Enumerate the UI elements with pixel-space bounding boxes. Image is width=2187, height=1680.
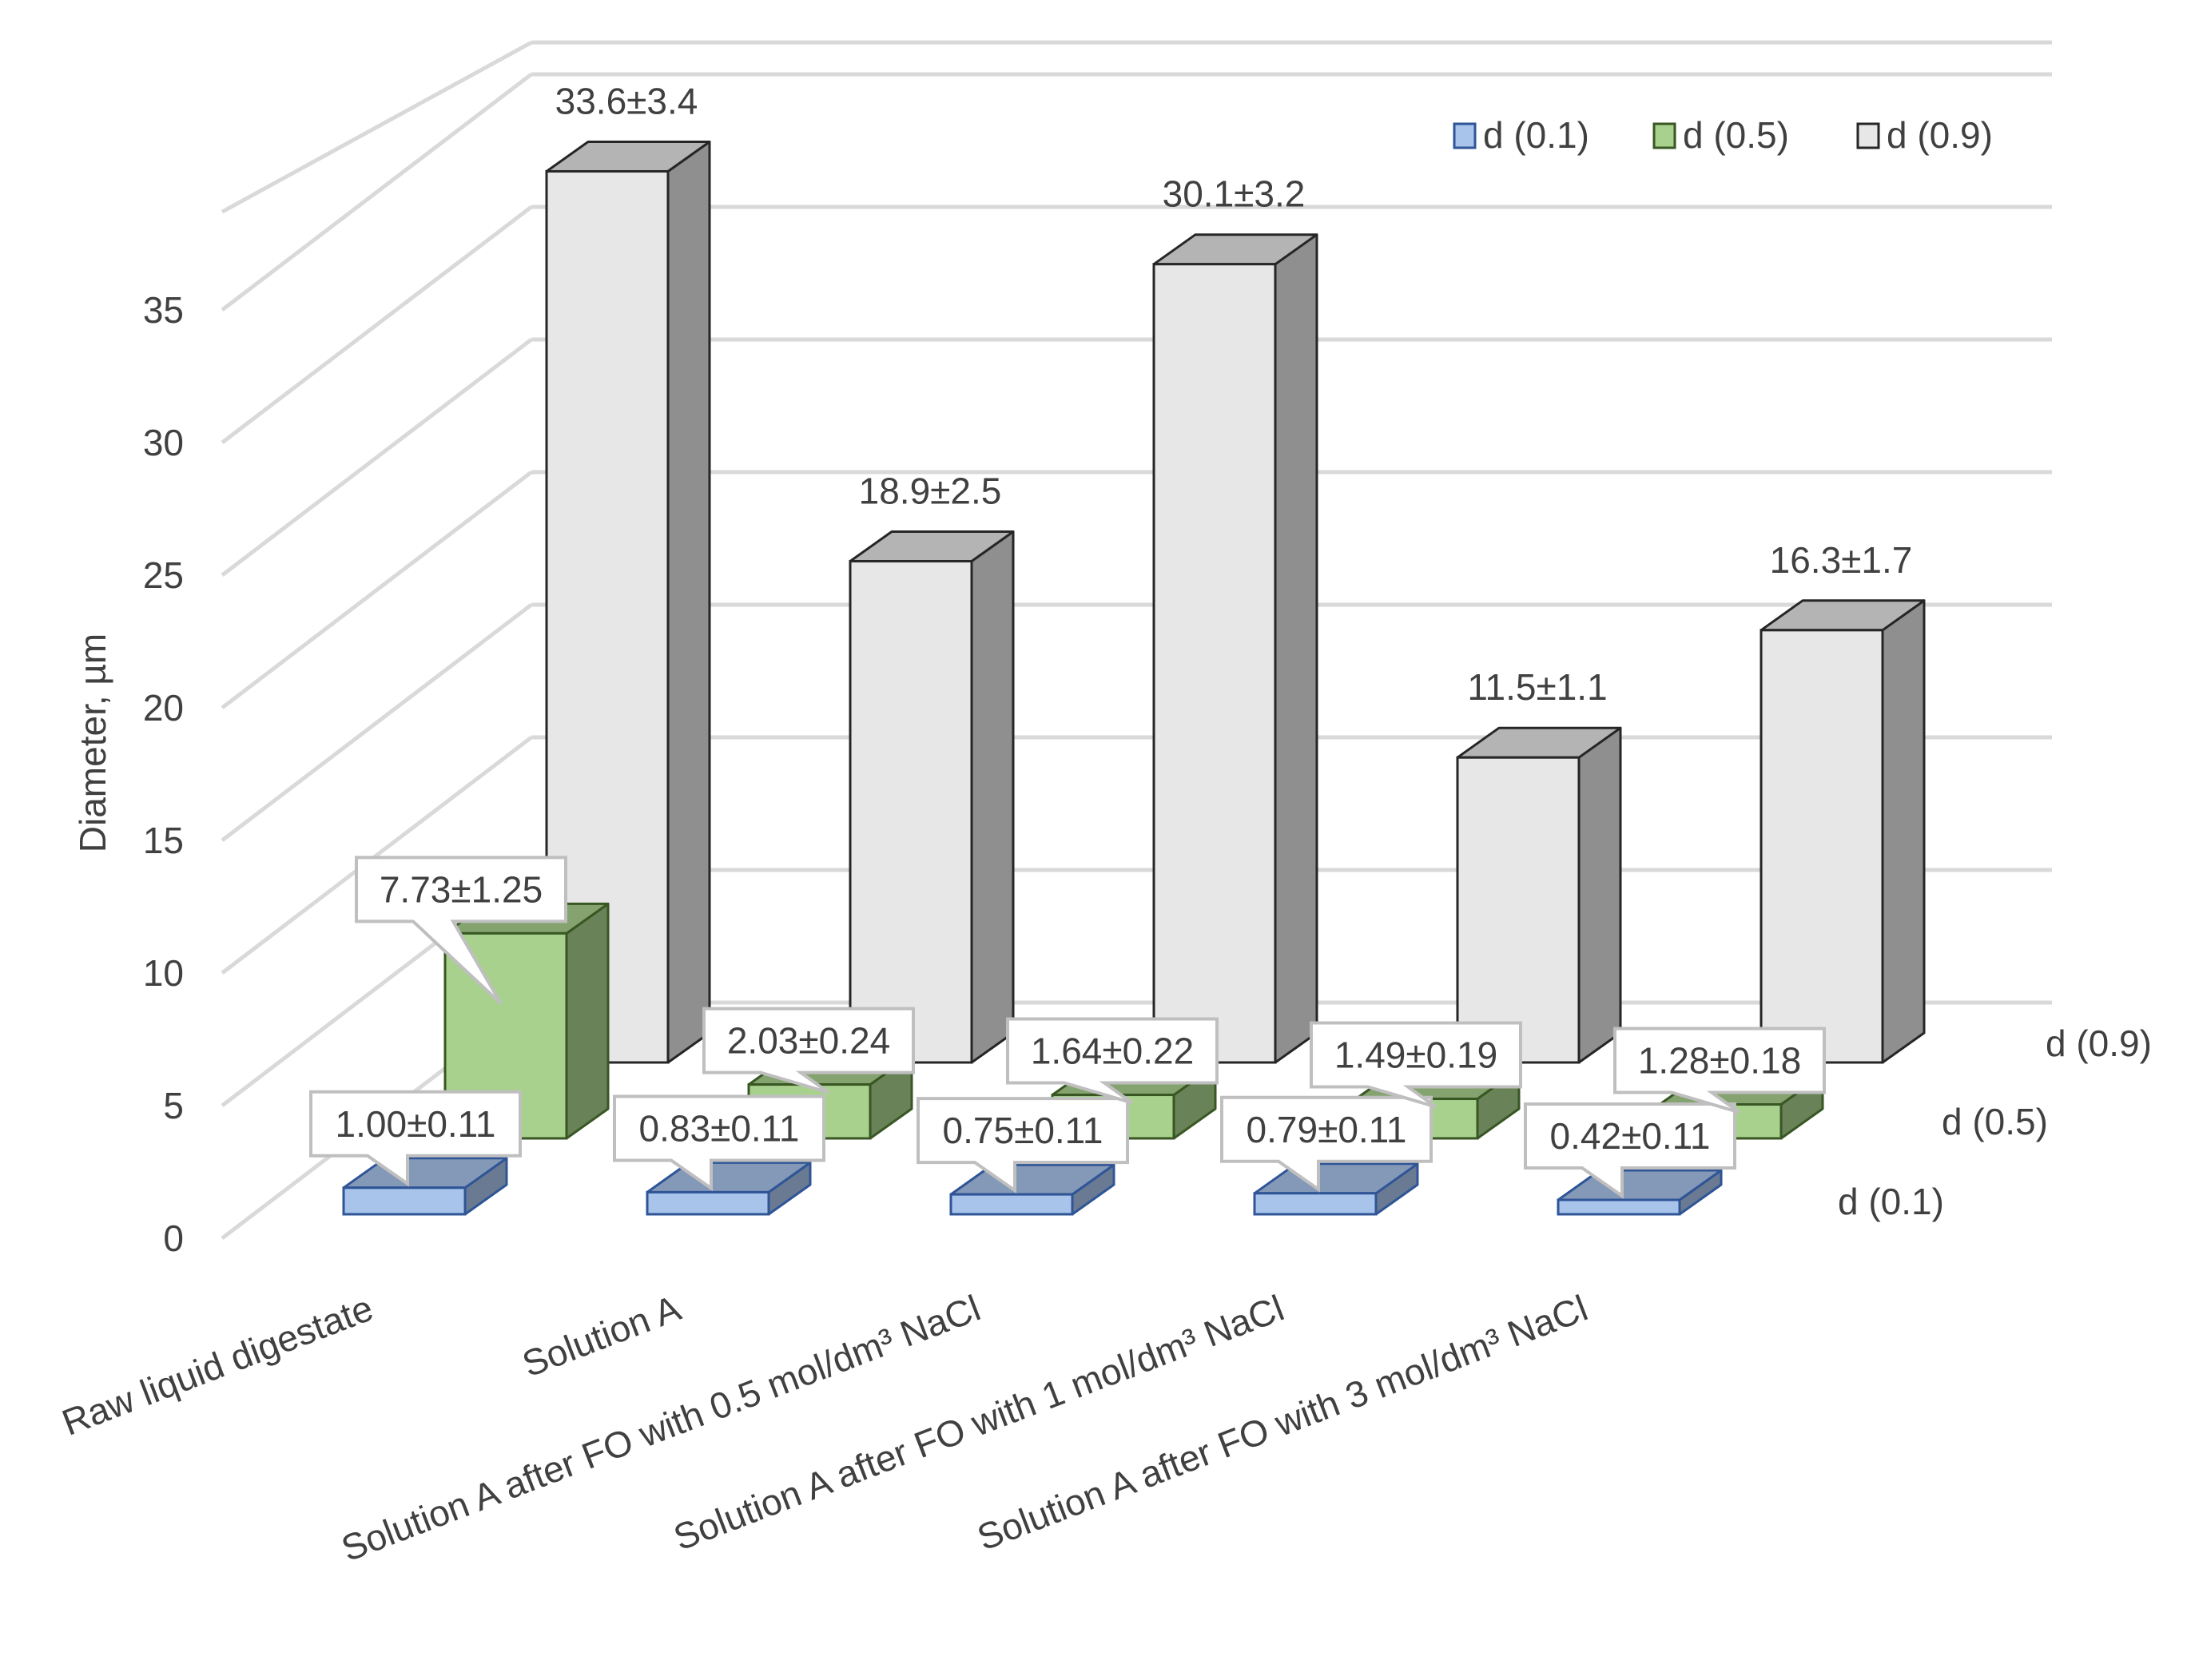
legend-item: d (0.5) (1652, 114, 1789, 156)
bars (342, 141, 1926, 1216)
data-label-text: 0.79±0.11 (1247, 1109, 1407, 1150)
data-label-callout: 2.03±0.24 (702, 1007, 915, 1094)
legend-item: d (0.9) (1856, 114, 1993, 156)
bar-front-face (1760, 629, 1884, 1064)
y-tick-label: 5 (163, 1085, 184, 1126)
legend: d (0.1) d (0.5) d (0.9) (1453, 114, 1993, 156)
bar-side-face (1274, 233, 1318, 1064)
series-depth-label: d (0.9) (2046, 1023, 2152, 1064)
y-tick-label: 30 (143, 422, 184, 463)
y-tick-label: 25 (143, 554, 184, 596)
y-tick-label: 15 (143, 820, 184, 861)
bar-front-face (1557, 1198, 1681, 1216)
legend-label: d (0.1) (1483, 114, 1589, 156)
legend-item: d (0.1) (1453, 114, 1589, 156)
y-tick-label: 0 (163, 1217, 184, 1259)
bar-0-2 (949, 1163, 1115, 1216)
y-tick-label: 10 (143, 952, 184, 994)
data-label: 16.3±1.7 (1770, 539, 1913, 581)
data-label-callout: 7.73±1.25 (355, 856, 567, 1005)
bar-side-face (666, 141, 711, 1064)
data-label-callout: 0.42±0.11 (1524, 1102, 1736, 1199)
data-label-callout: 0.79±0.11 (1220, 1095, 1433, 1193)
series-depth-label: d (0.1) (1838, 1181, 1944, 1222)
bar-front-face (646, 1190, 770, 1216)
data-label: 33.6±3.4 (555, 80, 698, 121)
y-axis-title: Diameter, µm (72, 633, 113, 852)
data-label-text: 0.83±0.11 (639, 1107, 800, 1149)
y-tick-label: 20 (143, 687, 184, 729)
bar-front-face (342, 1186, 467, 1216)
bar-front-face (849, 560, 973, 1064)
bar-side-face (970, 530, 1015, 1064)
data-label-text: 1.28±0.18 (1638, 1040, 1801, 1082)
data-label-callout: 0.75±0.11 (917, 1097, 1129, 1193)
data-label-callout: 1.64±0.22 (1006, 1017, 1219, 1105)
gridline-side (221, 736, 533, 975)
data-label-text: 1.64±0.22 (1031, 1031, 1194, 1072)
bar-2-4 (1760, 599, 1926, 1064)
bar-side-face (1881, 599, 1926, 1064)
bar-2-3 (1456, 726, 1622, 1064)
gridline-side (221, 471, 533, 709)
data-label: 18.9±2.5 (859, 471, 1002, 512)
legend-swatch (1453, 122, 1477, 149)
data-label-text: 0.42±0.11 (1550, 1115, 1711, 1157)
gridline-side (221, 338, 533, 577)
data-label-callout: 1.00±0.11 (309, 1090, 522, 1187)
bar-front-face (1253, 1192, 1378, 1216)
grid (221, 40, 2052, 1240)
series-depth-label: d (0.5) (1942, 1101, 2048, 1142)
data-label-callout: 1.49±0.19 (1310, 1021, 1522, 1109)
gridline-side (221, 40, 533, 214)
gridline-side (221, 73, 533, 312)
data-label-text: 1.49±0.19 (1334, 1035, 1497, 1076)
bar-0-0 (342, 1157, 508, 1216)
bar-front-face (1152, 263, 1277, 1064)
bar-0-3 (1253, 1162, 1419, 1216)
legend-label: d (0.9) (1887, 114, 1993, 156)
bar-front-face (949, 1193, 1074, 1216)
data-label-callout: 0.83±0.11 (613, 1094, 825, 1192)
bar-front-face (1456, 756, 1581, 1064)
bar-2-2 (1152, 233, 1318, 1064)
gridline-side (221, 205, 533, 444)
data-label-text: 0.75±0.11 (943, 1110, 1103, 1151)
bar-side-face (565, 902, 610, 1140)
data-label-text: 1.00±0.11 (336, 1103, 496, 1145)
bar-0-1 (646, 1161, 812, 1216)
legend-label: d (0.5) (1683, 114, 1789, 156)
series-depth-labels: d (0.1) d (0.5) d (0.9) (1838, 1023, 2152, 1222)
data-label-text: 2.03±0.24 (727, 1020, 890, 1062)
data-label: 11.5±1.1 (1467, 666, 1607, 708)
category-label: Solution A (517, 1287, 686, 1385)
data-label-text: 7.73±1.25 (380, 868, 543, 910)
legend-swatch (1856, 122, 1880, 149)
y-axis-ticks: 0 5 10 15 20 25 30 35 (143, 289, 184, 1259)
category-label: Raw liquid digestate (57, 1287, 379, 1444)
data-label-callout: 1.28±0.18 (1613, 1027, 1826, 1114)
data-labels: 1.00±0.11 0.83±0.11 0.75±0.11 0.79±0.11 0.42… (309, 80, 1913, 1199)
bar-side-face (1577, 726, 1622, 1064)
y-tick-label: 35 (143, 289, 184, 331)
data-label: 30.1±3.2 (1163, 173, 1306, 215)
gridline-side (221, 603, 533, 842)
bar-2-1 (849, 530, 1015, 1064)
legend-swatch (1652, 122, 1676, 149)
bar-0-4 (1557, 1169, 1723, 1216)
